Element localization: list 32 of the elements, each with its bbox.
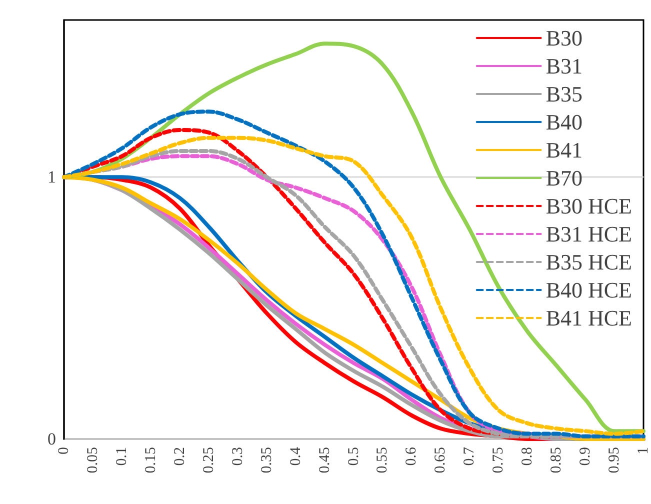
x-tick-label: 0.8	[520, 447, 536, 466]
x-tick-label: 0.6	[404, 446, 420, 466]
legend-label: B30	[546, 26, 583, 50]
x-tick-label: 0.35	[258, 447, 275, 474]
x-tick-label: 0.95	[606, 447, 623, 474]
x-tick-label: 0.75	[490, 447, 507, 474]
x-tick-label: 0.65	[432, 447, 449, 474]
x-tick-label: 0.5	[346, 447, 362, 466]
x-tick-label: 1	[636, 447, 651, 454]
x-tick-label: 0.05	[84, 447, 101, 474]
legend-label: B31	[546, 54, 583, 78]
legend-label: B30 HCE	[546, 194, 632, 218]
x-tick-label: 0.85	[548, 447, 565, 474]
x-tick-label: 0.55	[374, 447, 391, 474]
legend-label: B35	[546, 82, 583, 106]
legend-label: B40 HCE	[546, 278, 632, 302]
x-tick-label: 0.45	[316, 447, 333, 474]
x-tick-label: 0.1	[114, 447, 130, 466]
legend-label: B41	[546, 138, 583, 162]
legend-label: B41 HCE	[546, 306, 632, 330]
legend-label: B35 HCE	[546, 250, 632, 274]
x-tick-label: 0	[56, 447, 72, 454]
x-tick-label: 0.2	[172, 447, 188, 466]
x-tick-label: 0.25	[200, 447, 217, 474]
legend-label: B40	[546, 110, 583, 134]
x-tick-label: 0.9	[578, 447, 594, 466]
x-tick-label: 0.4	[288, 446, 304, 466]
x-tick-label: 0.7	[462, 446, 478, 466]
legend-label: B70	[546, 166, 583, 190]
x-tick-label: 0.15	[142, 447, 159, 474]
x-tick-label: 0.3	[230, 447, 246, 466]
legend-label: B31 HCE	[546, 222, 632, 246]
